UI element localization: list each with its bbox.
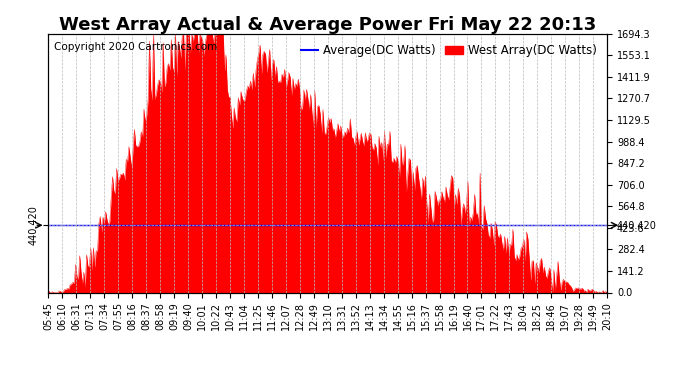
Legend: Average(DC Watts), West Array(DC Watts): Average(DC Watts), West Array(DC Watts) (296, 40, 601, 62)
Title: West Array Actual & Average Power Fri May 22 20:13: West Array Actual & Average Power Fri Ma… (59, 16, 596, 34)
Text: Copyright 2020 Cartronics.com: Copyright 2020 Cartronics.com (54, 42, 217, 51)
